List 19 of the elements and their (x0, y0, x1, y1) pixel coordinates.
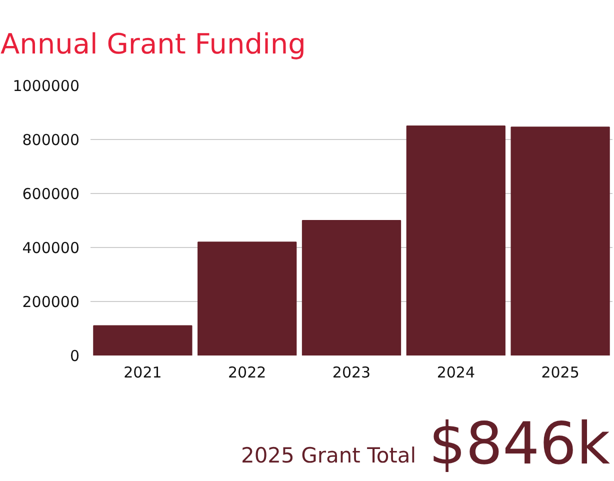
bar (406, 126, 506, 356)
bar (198, 242, 297, 356)
x-tick-label: 2021 (124, 364, 162, 382)
y-tick-label: 400000 (22, 239, 80, 257)
bar (93, 325, 192, 356)
y-tick-label: 0 (70, 347, 80, 365)
x-tick-label: 2025 (541, 364, 580, 382)
text: $846k (428, 410, 610, 478)
y-tick-label: 600000 (22, 185, 80, 203)
bar (302, 220, 402, 356)
x-tick-label: 2024 (436, 364, 475, 382)
chart-title: Annual Grant Funding (0, 28, 306, 60)
text: 2025 Grant Total (240, 444, 416, 468)
y-tick-label: 1000000 (12, 77, 80, 95)
bar (510, 126, 610, 356)
x-tick-label: 2022 (228, 364, 266, 382)
x-tick-label: 2023 (332, 364, 371, 382)
y-tick-label: 200000 (22, 293, 80, 311)
y-tick-label: 800000 (22, 131, 80, 149)
